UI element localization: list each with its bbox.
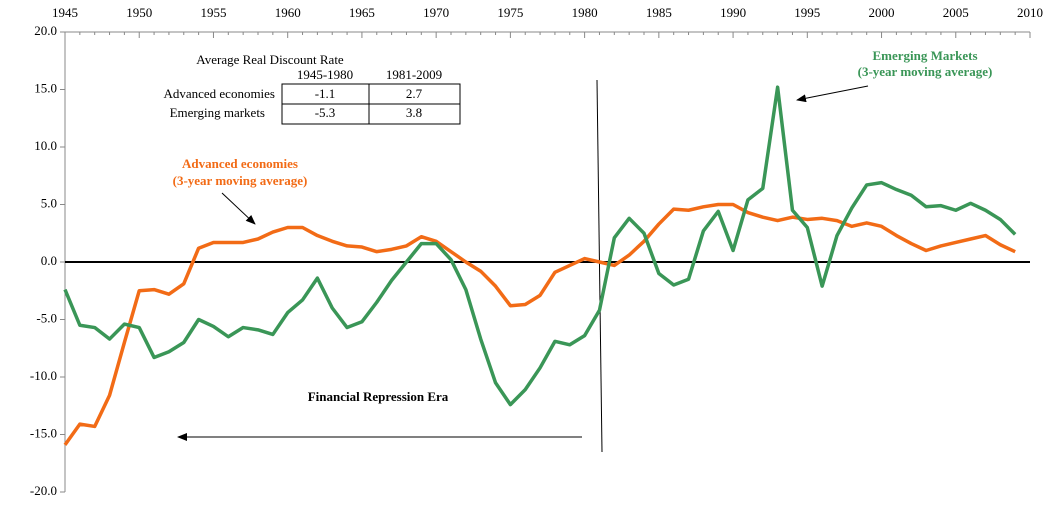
table-cell: 3.8 <box>406 105 422 120</box>
table-row-label: Advanced economies <box>163 86 275 101</box>
annotation: (3-year moving average) <box>173 173 308 188</box>
series-line <box>63 202 1016 446</box>
y-tick-label: 5.0 <box>41 195 57 210</box>
y-tick-label: 20.0 <box>34 23 57 38</box>
x-tick-label: 2000 <box>869 5 895 20</box>
table-title: Average Real Discount Rate <box>196 52 344 67</box>
y-tick-label: -5.0 <box>36 310 57 325</box>
x-tick-label: 1945 <box>52 5 78 20</box>
arrow <box>796 85 869 103</box>
y-tick-label: 10.0 <box>34 138 57 153</box>
x-tick-label: 1985 <box>646 5 672 20</box>
table-header: 1981-2009 <box>386 67 442 82</box>
annotation: Financial Repression Era <box>308 389 449 404</box>
x-tick-label: 2010 <box>1017 5 1043 20</box>
divider-line <box>596 79 603 453</box>
table-header: 1945-1980 <box>297 67 353 82</box>
x-tick-label: 1960 <box>275 5 301 20</box>
x-tick-label: 1950 <box>126 5 152 20</box>
y-tick-label: -15.0 <box>30 425 57 440</box>
y-tick-label: 15.0 <box>34 80 57 95</box>
table-cell: -5.3 <box>315 105 336 120</box>
table-cell: 2.7 <box>406 86 423 101</box>
table-cell: -1.1 <box>315 86 336 101</box>
series-line <box>63 85 1017 407</box>
table-row-label: Emerging markets <box>170 105 265 120</box>
x-tick-label: 1975 <box>497 5 523 20</box>
y-tick-label: -10.0 <box>30 368 57 383</box>
x-tick-label: 2005 <box>943 5 969 20</box>
x-tick-label: 1970 <box>423 5 449 20</box>
x-tick-label: 1990 <box>720 5 746 20</box>
x-tick-label: 1955 <box>200 5 226 20</box>
x-tick-label: 1965 <box>349 5 375 20</box>
y-tick-label: 0.0 <box>41 253 57 268</box>
annotation: Advanced economies <box>182 156 298 171</box>
annotation: Emerging Markets <box>872 48 977 63</box>
x-tick-label: 1995 <box>794 5 820 20</box>
annotation: (3-year moving average) <box>858 64 993 79</box>
arrow <box>221 192 256 225</box>
y-tick-label: -20.0 <box>30 483 57 498</box>
x-tick-label: 1980 <box>572 5 598 20</box>
